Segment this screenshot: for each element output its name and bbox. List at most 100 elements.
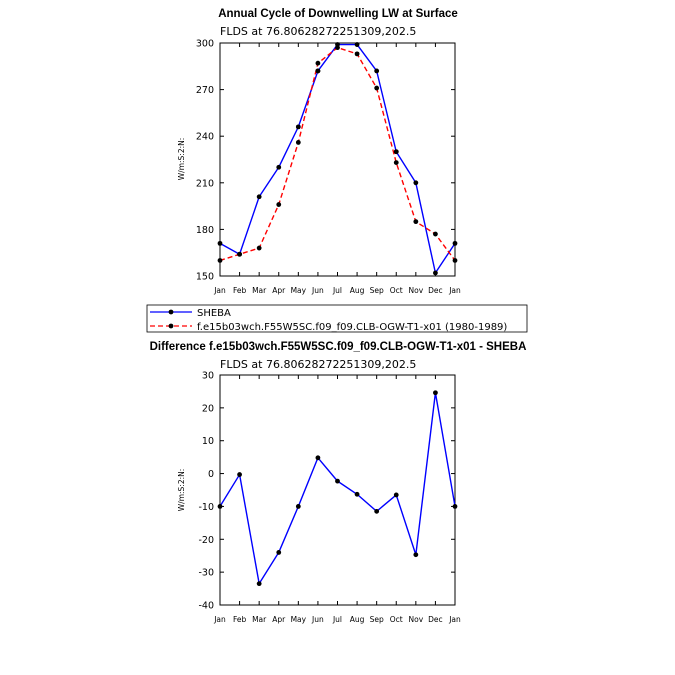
chart-1-ylabel: W/m:S:2:N:	[177, 138, 186, 181]
x-tick-label: Jan	[448, 615, 461, 624]
x-tick-label: Jul	[332, 286, 342, 295]
series-line-0	[219, 392, 456, 585]
data-point	[354, 491, 360, 497]
data-point	[335, 45, 340, 51]
data-point	[256, 194, 262, 200]
y-tick-label: 10	[202, 436, 214, 447]
y-tick-label: 240	[196, 132, 214, 143]
data-point	[413, 180, 419, 186]
data-point	[217, 504, 223, 509]
y-tick-label: -30	[198, 568, 214, 579]
x-tick-label: Oct	[390, 615, 403, 624]
x-tick-label: Sep	[370, 615, 384, 624]
y-tick-label: 150	[196, 272, 214, 283]
data-point	[315, 68, 321, 74]
legend-label-sheba: SHEBA	[197, 308, 231, 319]
chart-1-axes: 150 180 210 240 270 300 Jan Feb Mar Apr May Jun Jul A…	[196, 39, 461, 296]
data-point	[276, 550, 282, 555]
x-tick-label: Nov	[409, 286, 424, 295]
x-tick-label: Sep	[370, 286, 384, 295]
data-point	[256, 245, 262, 251]
x-tick-label: Jan	[213, 615, 226, 624]
data-point	[335, 478, 340, 484]
data-point	[452, 504, 458, 509]
legend-marker-sheba	[168, 309, 174, 315]
x-tick-label: May	[291, 286, 307, 295]
y-tick-label: 20	[202, 403, 214, 414]
data-point	[393, 492, 399, 498]
data-point	[354, 51, 360, 57]
x-tick-label: Jun	[311, 615, 324, 624]
data-point	[237, 251, 242, 257]
chart-2-title: Difference f.e15b03wch.F55W5SC.f09_f09.C…	[150, 341, 527, 353]
y-tick-label: 30	[202, 371, 214, 382]
data-point	[374, 85, 380, 91]
x-tick-label: Apr	[272, 615, 286, 624]
y-tick-label: 0	[208, 469, 214, 480]
x-tick-label: Apr	[272, 286, 286, 295]
data-point	[374, 68, 380, 74]
data-point	[354, 42, 360, 47]
x-tick-label: Jun	[311, 286, 324, 295]
data-point	[433, 270, 438, 276]
chart-2-axes: -40 -30 -20 -10 0 10 20 30 Jan Feb Mar Apr May Jun Jul…	[198, 371, 461, 625]
data-point	[276, 164, 282, 170]
data-point	[393, 160, 399, 166]
data-point	[315, 455, 321, 461]
data-point	[452, 240, 458, 246]
x-tick-label: Mar	[252, 286, 267, 295]
data-point	[256, 581, 262, 587]
chart-2: Difference f.e15b03wch.F55W5SC.f09_f09.C…	[150, 341, 527, 624]
legend: SHEBA f.e15b03wch.F55W5SC.f09_f09.CLB-OG…	[146, 304, 528, 333]
chart-1-title: Annual Cycle of Downwelling LW at Surfac…	[218, 8, 458, 20]
data-point	[237, 472, 242, 477]
data-point	[413, 552, 419, 558]
data-point	[374, 508, 380, 514]
data-point	[433, 390, 438, 396]
data-point	[452, 258, 458, 263]
x-tick-label: Jan	[213, 286, 226, 295]
data-point	[217, 240, 223, 246]
chart-1: Annual Cycle of Downwelling LW at Surfac…	[177, 8, 461, 295]
chart-2-subtitle: FLDS at 76.80628272251309,202.5	[220, 358, 416, 371]
chart-2-series	[217, 390, 458, 587]
legend-frame	[146, 304, 528, 333]
x-tick-label: Dec	[428, 615, 443, 624]
x-tick-label: Feb	[233, 286, 247, 295]
data-point	[315, 60, 321, 66]
data-point	[393, 149, 399, 155]
y-tick-label: 210	[196, 178, 214, 189]
chart-1-subtitle: FLDS at 76.80628272251309,202.5	[220, 25, 416, 38]
y-tick-label: 180	[196, 225, 214, 236]
x-tick-label: Nov	[409, 615, 424, 624]
chart-1-plot-frame	[219, 42, 456, 277]
data-point	[413, 219, 419, 225]
x-tick-label: Jul	[332, 615, 342, 624]
chart-2-ylabel: W/m:S:2:N:	[177, 469, 186, 512]
y-tick-label: -20	[198, 535, 214, 546]
series-line-1	[219, 46, 456, 262]
x-tick-label: Oct	[390, 286, 403, 295]
series-line-0	[219, 43, 456, 274]
chart-1-series	[217, 42, 458, 276]
y-tick-label: -40	[198, 601, 214, 612]
x-tick-label: May	[291, 615, 307, 624]
x-tick-label: Jan	[448, 286, 461, 295]
data-point	[217, 258, 223, 263]
data-point	[295, 124, 301, 130]
x-tick-label: Mar	[252, 615, 267, 624]
x-tick-label: Dec	[428, 286, 443, 295]
legend-label-model: f.e15b03wch.F55W5SC.f09_f09.CLB-OGW-T1-x…	[197, 322, 507, 333]
y-tick-label: 270	[196, 85, 214, 96]
x-tick-label: Aug	[350, 286, 365, 295]
chart-2-plot-frame	[219, 374, 456, 606]
data-point	[276, 202, 282, 207]
data-point	[433, 231, 438, 237]
legend-marker-model	[168, 323, 174, 329]
x-tick-label: Feb	[233, 615, 247, 624]
data-point	[295, 140, 301, 145]
y-tick-label: -10	[198, 502, 214, 513]
x-tick-label: Aug	[350, 615, 365, 624]
data-point	[295, 504, 301, 509]
